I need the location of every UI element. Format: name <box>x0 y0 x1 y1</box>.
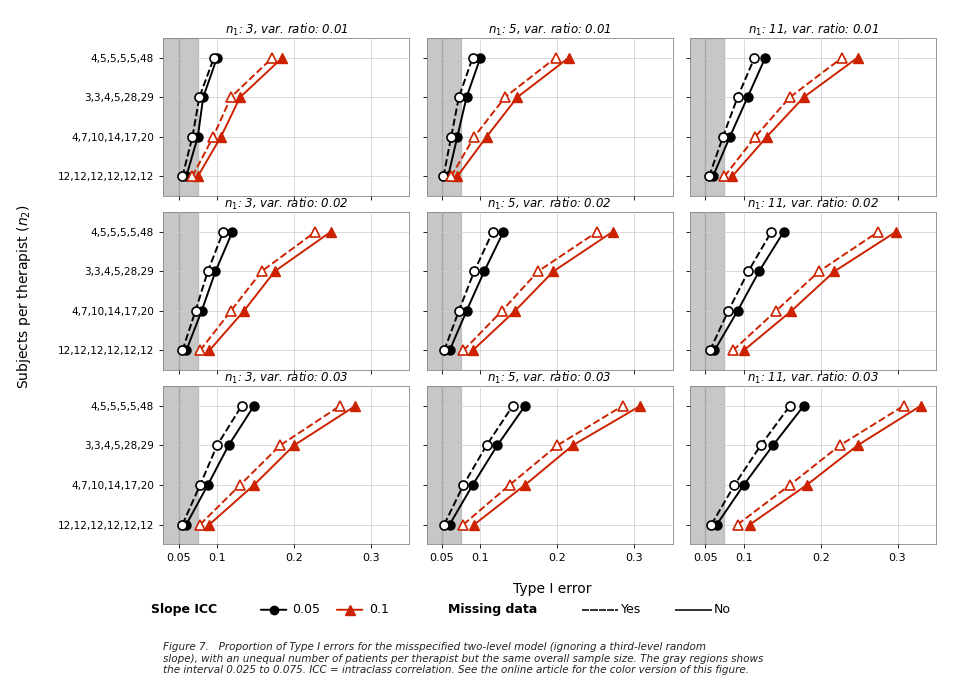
Title: $n_1$: 3, var. ratio: 0.03: $n_1$: 3, var. ratio: 0.03 <box>224 370 348 386</box>
Bar <box>422 212 461 370</box>
Title: $n_1$: 11, var. ratio: 0.01: $n_1$: 11, var. ratio: 0.01 <box>748 22 878 38</box>
Text: Yes: Yes <box>621 604 641 616</box>
Text: Slope ICC: Slope ICC <box>151 604 217 616</box>
Bar <box>686 212 725 370</box>
Text: 0.05: 0.05 <box>293 604 321 616</box>
Bar <box>159 386 198 544</box>
Bar <box>686 38 725 196</box>
Title: $n_1$: 3, var. ratio: 0.01: $n_1$: 3, var. ratio: 0.01 <box>225 22 348 38</box>
Bar <box>422 38 461 196</box>
Title: $n_1$: 5, var. ratio: 0.02: $n_1$: 5, var. ratio: 0.02 <box>488 196 612 212</box>
Bar <box>159 38 198 196</box>
Bar <box>686 386 725 544</box>
Text: No: No <box>714 604 732 616</box>
Text: Missing data: Missing data <box>448 604 538 616</box>
Text: 0.1: 0.1 <box>369 604 389 616</box>
Text: Figure 7.   Proportion of Type I errors for the misspecified two-level model (ig: Figure 7. Proportion of Type I errors fo… <box>163 642 763 675</box>
Title: $n_1$: 5, var. ratio: 0.01: $n_1$: 5, var. ratio: 0.01 <box>488 22 612 38</box>
Title: $n_1$: 11, var. ratio: 0.02: $n_1$: 11, var. ratio: 0.02 <box>747 196 878 212</box>
Title: $n_1$: 11, var. ratio: 0.03: $n_1$: 11, var. ratio: 0.03 <box>747 370 878 386</box>
Text: Subjects per therapist ($n_2$): Subjects per therapist ($n_2$) <box>15 204 33 389</box>
Bar <box>422 386 461 544</box>
Text: Type I error: Type I error <box>513 582 591 596</box>
Title: $n_1$: 3, var. ratio: 0.02: $n_1$: 3, var. ratio: 0.02 <box>224 196 348 212</box>
Bar <box>159 212 198 370</box>
Title: $n_1$: 5, var. ratio: 0.03: $n_1$: 5, var. ratio: 0.03 <box>488 370 612 386</box>
